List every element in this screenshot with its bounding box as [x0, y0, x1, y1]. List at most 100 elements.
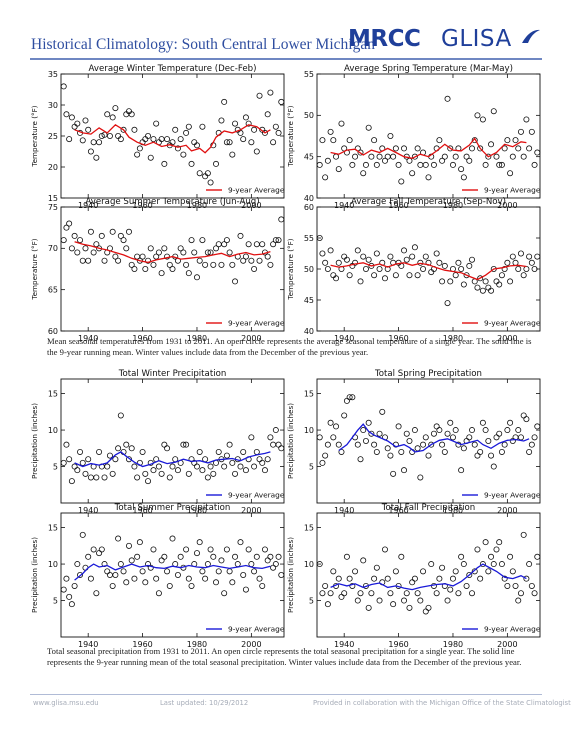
data-point	[261, 129, 268, 136]
footer-credit: Provided in collaboration with the Michi…	[313, 699, 571, 707]
data-point	[504, 259, 511, 266]
data-point	[485, 284, 492, 291]
data-point	[123, 245, 130, 252]
data-point	[414, 590, 421, 597]
data-point	[436, 575, 443, 582]
chart-title: Average Summer Temperature (Jun-Aug)	[85, 197, 259, 207]
running-mean-line	[330, 262, 527, 281]
data-point	[327, 247, 334, 254]
data-point	[104, 463, 111, 470]
data-point	[251, 266, 258, 273]
data-point	[145, 257, 152, 264]
data-point	[319, 137, 326, 144]
data-point	[406, 157, 413, 164]
data-point	[338, 120, 345, 127]
data-point	[439, 564, 446, 571]
x-tick-label: 1940	[78, 506, 98, 515]
data-point	[125, 542, 132, 549]
data-point	[185, 575, 192, 582]
data-point	[477, 275, 484, 282]
data-point	[60, 586, 67, 593]
data-point	[515, 145, 522, 152]
data-point	[441, 153, 448, 160]
data-point	[213, 245, 220, 252]
data-point	[406, 272, 413, 279]
data-point	[477, 145, 484, 152]
chart-title: Total Summer Precipitation	[114, 503, 231, 513]
data-point	[507, 170, 514, 177]
x-tick-label: 1980	[443, 201, 463, 210]
data-point	[115, 445, 122, 452]
data-point	[210, 553, 217, 560]
data-point	[365, 604, 372, 611]
data-point	[131, 266, 138, 273]
data-point	[196, 448, 203, 455]
plot-frame	[60, 206, 285, 332]
data-point	[188, 160, 195, 167]
plot-frame	[316, 206, 541, 332]
data-point	[270, 139, 277, 146]
data-point	[74, 120, 81, 127]
data-point	[267, 434, 274, 441]
data-point	[517, 434, 524, 441]
data-point	[253, 553, 260, 560]
data-point	[376, 597, 383, 604]
data-point	[109, 582, 116, 589]
data-point	[517, 128, 524, 135]
data-point	[202, 173, 209, 180]
data-point	[493, 278, 500, 285]
data-point	[479, 419, 486, 426]
data-point	[112, 572, 119, 579]
data-point	[384, 445, 391, 452]
chart-title: Average Winter Temperature (Dec-Feb)	[89, 64, 257, 74]
data-point	[207, 179, 214, 186]
data-point	[449, 161, 456, 168]
data-point	[275, 237, 282, 244]
footer-website[interactable]: www.glisa.msu.edu	[33, 699, 99, 707]
y-tick-label: 50	[304, 111, 314, 120]
y-axis-label: Precipitation (inches)	[30, 403, 39, 479]
data-point	[177, 553, 184, 560]
data-point	[278, 216, 285, 223]
data-point	[362, 266, 369, 273]
data-point	[218, 557, 225, 564]
data-point	[466, 434, 473, 441]
data-point	[523, 416, 530, 423]
data-point	[256, 575, 263, 582]
data-point	[316, 235, 323, 242]
y-axis-label: Temperature (°F)	[30, 238, 39, 300]
data-point	[237, 463, 244, 470]
data-point	[253, 448, 260, 455]
data-point	[531, 266, 538, 273]
data-point	[183, 129, 190, 136]
data-point	[264, 111, 271, 118]
data-point	[512, 582, 519, 589]
precipitation-caption: Total seasonal precipitation from 1931 t…	[47, 646, 522, 667]
data-point	[330, 568, 337, 575]
plot-frame	[60, 378, 285, 504]
data-point	[158, 136, 165, 143]
data-point	[66, 456, 73, 463]
data-point	[150, 136, 157, 143]
y-tick-label: 15	[304, 523, 314, 532]
data-point	[411, 153, 418, 160]
y-tick-label: 60	[48, 327, 58, 336]
data-point	[463, 153, 470, 160]
data-point	[242, 253, 249, 260]
data-point	[488, 452, 495, 459]
data-point	[245, 546, 252, 553]
data-point	[493, 434, 500, 441]
data-point	[425, 452, 432, 459]
data-point	[93, 474, 100, 481]
data-point	[414, 445, 421, 452]
data-point	[324, 266, 331, 273]
x-tick-label: 1980	[187, 334, 207, 343]
data-point	[237, 232, 244, 239]
data-point	[177, 136, 184, 143]
data-point	[496, 161, 503, 168]
data-point	[381, 157, 388, 164]
data-point	[199, 237, 206, 244]
data-point	[330, 272, 337, 279]
data-point	[417, 259, 424, 266]
data-point	[401, 597, 408, 604]
